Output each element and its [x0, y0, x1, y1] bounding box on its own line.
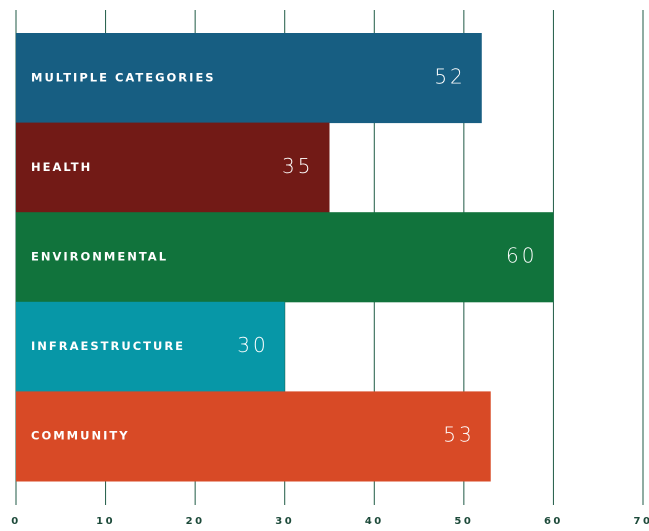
value-label: 52: [434, 64, 465, 88]
bar: [16, 301, 285, 392]
value-label: 60: [506, 244, 537, 268]
bar: [16, 122, 330, 213]
category-label: ENVIRONMENTAL: [31, 250, 168, 264]
x-tick-label: 50: [454, 516, 473, 527]
x-tick-label: 40: [365, 516, 384, 527]
x-tick-label: 30: [275, 516, 294, 527]
value-label: 53: [443, 423, 474, 447]
bar: [16, 391, 491, 482]
x-tick-label: 10: [96, 516, 115, 527]
category-label: HEALTH: [31, 160, 92, 174]
value-label: 30: [237, 333, 268, 357]
category-label: MULTIPLE CATEGORIES: [31, 70, 216, 84]
bar: [16, 33, 482, 124]
bar: [16, 212, 554, 303]
x-tick-label: 70: [634, 516, 649, 527]
category-label: COMMUNITY: [31, 429, 130, 443]
value-label: 35: [282, 154, 313, 178]
category-label: INFRAESTRUCTURE: [31, 339, 185, 353]
x-tick-label: 0: [11, 516, 20, 527]
x-tick-label: 20: [186, 516, 205, 527]
x-tick-label: 60: [544, 516, 563, 527]
